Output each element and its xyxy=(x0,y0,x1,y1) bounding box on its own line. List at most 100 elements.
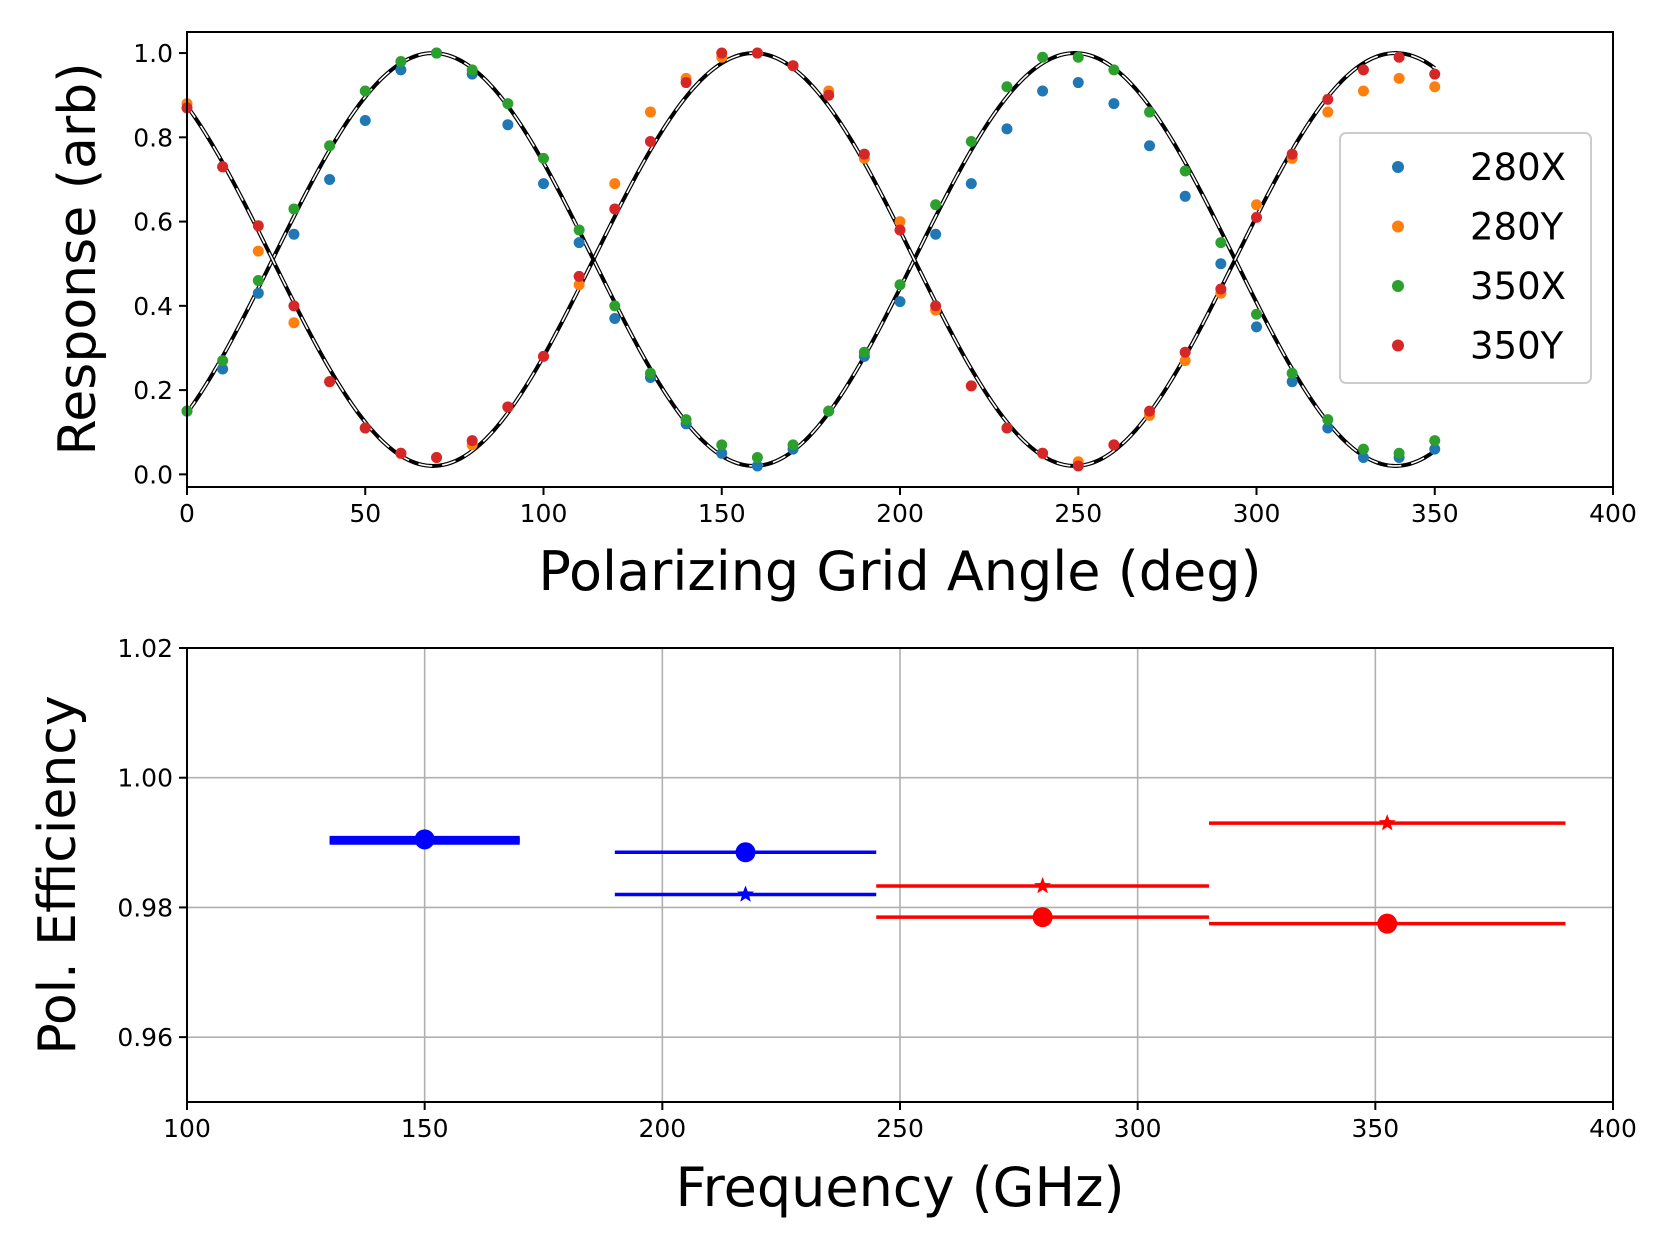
point-350X-250 xyxy=(1072,51,1084,63)
efficiency-x-tick-label-150: 150 xyxy=(401,1114,449,1143)
point-350Y-100 xyxy=(538,350,549,362)
point-280Y-20 xyxy=(252,245,264,257)
response-x-tick-label-300: 300 xyxy=(1233,499,1281,528)
response-y-tick-label-0: 0.0 xyxy=(133,460,173,489)
point-350X-240 xyxy=(1037,51,1049,63)
point-280X-250 xyxy=(1072,77,1084,89)
marker-circle-217.5 xyxy=(735,842,756,863)
point-280X-10 xyxy=(217,363,229,375)
point-350Y-230 xyxy=(1001,422,1013,434)
efficiency-x-axis-label: Frequency (GHz) xyxy=(675,1156,1124,1219)
legend-label-350Y: 350Y xyxy=(1470,325,1564,368)
point-350Y-350 xyxy=(1429,68,1441,80)
point-350X-320 xyxy=(1322,414,1334,426)
efficiency-panel: 100 150 200 250 300 350 400 0.96 0.98 1.00 1.02 Fr… xyxy=(28,634,1637,1219)
point-350X-80 xyxy=(466,64,478,76)
response-x-tick-label-100: 100 xyxy=(520,499,568,528)
marker-star-352.5 xyxy=(1378,814,1396,831)
point-350Y-140 xyxy=(680,77,692,89)
point-350X-280 xyxy=(1179,165,1191,177)
point-280Y-300 xyxy=(1251,199,1262,211)
legend-marker-280X xyxy=(1392,161,1404,173)
point-350Y-270 xyxy=(1144,405,1156,417)
point-350Y-280 xyxy=(1179,346,1191,358)
point-350Y-250 xyxy=(1072,460,1084,472)
point-350X-270 xyxy=(1144,106,1156,118)
legend-label-280Y: 280Y xyxy=(1470,206,1564,249)
marker-star-150 xyxy=(416,832,434,849)
point-350Y-200 xyxy=(894,224,906,236)
point-350X-20 xyxy=(252,275,264,287)
point-280X-310 xyxy=(1286,376,1298,388)
point-350X-210 xyxy=(930,199,942,211)
point-350X-10 xyxy=(217,355,229,367)
legend-marker-280Y xyxy=(1392,220,1404,233)
fit-curve-2 xyxy=(185,51,1436,468)
fit-curve-dash-1 xyxy=(186,52,1436,467)
point-280Y-110 xyxy=(573,279,585,291)
point-350X-50 xyxy=(359,85,371,97)
point-280X-290 xyxy=(1215,258,1227,270)
point-350Y-190 xyxy=(858,148,870,160)
point-280Y-330 xyxy=(1357,85,1369,97)
point-350X-310 xyxy=(1286,367,1298,379)
efficiency-y-axis-label: Pol. Efficiency xyxy=(28,695,88,1054)
response-y-axis-label: Response (arb) xyxy=(48,62,108,455)
point-350X-190 xyxy=(858,346,870,358)
efficiency-x-tick-label-400: 400 xyxy=(1589,1114,1637,1143)
point-350Y-210 xyxy=(930,300,942,312)
point-350Y-80 xyxy=(466,435,478,447)
response-x-tick-label-400: 400 xyxy=(1589,499,1637,528)
point-280X-280 xyxy=(1179,190,1191,202)
response-ticks: 0 50 100 150 200 250 300 350 400 0.0 0.2 0.4 0.6 0.8 1… xyxy=(133,39,1637,528)
point-280Y-130 xyxy=(644,106,656,118)
point-350Y-220 xyxy=(965,380,977,392)
efficiency-y-tick-label-1.02: 1.02 xyxy=(117,634,173,663)
point-280X-350 xyxy=(1429,443,1441,455)
efficiency-ticks: 100 150 200 250 300 350 400 0.96 0.98 1.00 1.02 xyxy=(117,634,1637,1143)
response-panel: 0 50 100 150 200 250 300 350 400 0.0 0.2 0.4 0.6 0.8 1… xyxy=(48,31,1637,603)
point-350X-160 xyxy=(751,452,763,464)
point-280X-110 xyxy=(573,237,585,249)
efficiency-x-tick-label-200: 200 xyxy=(638,1114,686,1143)
point-350Y-70 xyxy=(431,452,443,464)
efficiency-data-layer xyxy=(329,814,1566,934)
point-350X-300 xyxy=(1251,308,1262,320)
point-280X-50 xyxy=(359,114,371,126)
point-350Y-40 xyxy=(324,376,336,388)
point-280X-120 xyxy=(609,312,621,324)
point-280X-300 xyxy=(1251,321,1262,333)
point-350Y-20 xyxy=(252,220,264,232)
point-350X-290 xyxy=(1215,237,1227,249)
point-280X-270 xyxy=(1144,140,1156,152)
point-350X-220 xyxy=(965,136,977,148)
response-data-layer xyxy=(181,47,1441,472)
efficiency-x-tick-label-250: 250 xyxy=(876,1114,924,1143)
point-350X-200 xyxy=(894,279,906,291)
point-280X-260 xyxy=(1108,98,1120,110)
point-350Y-240 xyxy=(1037,447,1049,459)
efficiency-x-tick-label-300: 300 xyxy=(1114,1114,1162,1143)
point-280X-30 xyxy=(288,228,300,240)
response-y-tick-label-1: 1.0 xyxy=(133,39,173,68)
point-350X-140 xyxy=(680,414,692,426)
point-280X-330 xyxy=(1357,452,1369,464)
point-350Y-130 xyxy=(644,136,656,148)
response-y-tick-label-0.2: 0.2 xyxy=(133,376,173,405)
point-350X-150 xyxy=(716,439,728,451)
point-280X-100 xyxy=(538,178,549,190)
point-280X-220 xyxy=(965,178,977,190)
point-280X-240 xyxy=(1037,85,1049,97)
response-y-tick-label-0.8: 0.8 xyxy=(133,123,173,152)
point-280X-90 xyxy=(502,119,514,131)
response-x-tick-label-150: 150 xyxy=(698,499,746,528)
point-280Y-350 xyxy=(1429,81,1441,93)
fit-curve-1 xyxy=(185,51,1436,468)
point-350Y-180 xyxy=(823,89,835,101)
point-280Y-340 xyxy=(1393,72,1405,84)
point-350Y-310 xyxy=(1286,148,1298,160)
point-350X-170 xyxy=(787,439,799,451)
point-280X-150 xyxy=(716,447,728,459)
legend-label-280X: 280X xyxy=(1470,146,1566,189)
point-350X-230 xyxy=(1001,81,1013,93)
